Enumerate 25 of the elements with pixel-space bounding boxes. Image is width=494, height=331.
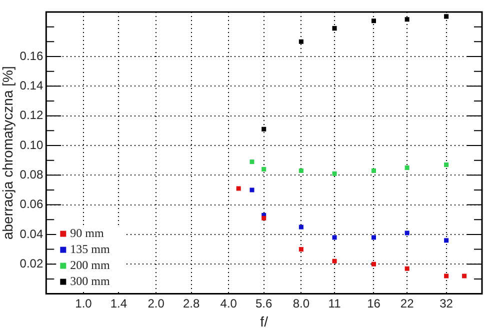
y-tick-label: 0.02	[20, 256, 44, 270]
x-tick-label: 2.8	[182, 296, 200, 310]
x-tick-label: 8.0	[292, 296, 310, 310]
y-tick-label: 0.10	[20, 138, 44, 152]
legend-label: 200 mm	[70, 258, 110, 272]
y-tick-label: 0.12	[20, 108, 44, 122]
x-tick-label: 1.0	[75, 296, 92, 310]
x-tick-label: 5.6	[256, 296, 273, 310]
x-tick-label: 11	[328, 296, 342, 310]
x-axis-title: f/	[260, 313, 268, 330]
x-tick-label: 2.0	[148, 296, 165, 310]
y-tick-label: 0.16	[20, 48, 44, 63]
x-tick-label: 32	[440, 296, 454, 310]
legend-label: 90 mm	[70, 226, 104, 240]
y-tick-label: 0.06	[20, 197, 44, 212]
x-tick-label: 4.0	[220, 296, 238, 310]
y-tick-label: 0.14	[20, 78, 44, 92]
y-tick-label: 0.04	[20, 226, 44, 241]
x-tick-label: 22	[400, 296, 414, 310]
y-axis-title: aberracja chromatyczna [%]	[0, 66, 16, 240]
y-tick-label: 0.08	[20, 167, 44, 182]
x-tick-label: 1.4	[110, 296, 128, 310]
legend-label: 300 mm	[70, 274, 110, 288]
legend-label: 135 mm	[70, 242, 110, 256]
x-tick-label: 16	[367, 296, 381, 310]
